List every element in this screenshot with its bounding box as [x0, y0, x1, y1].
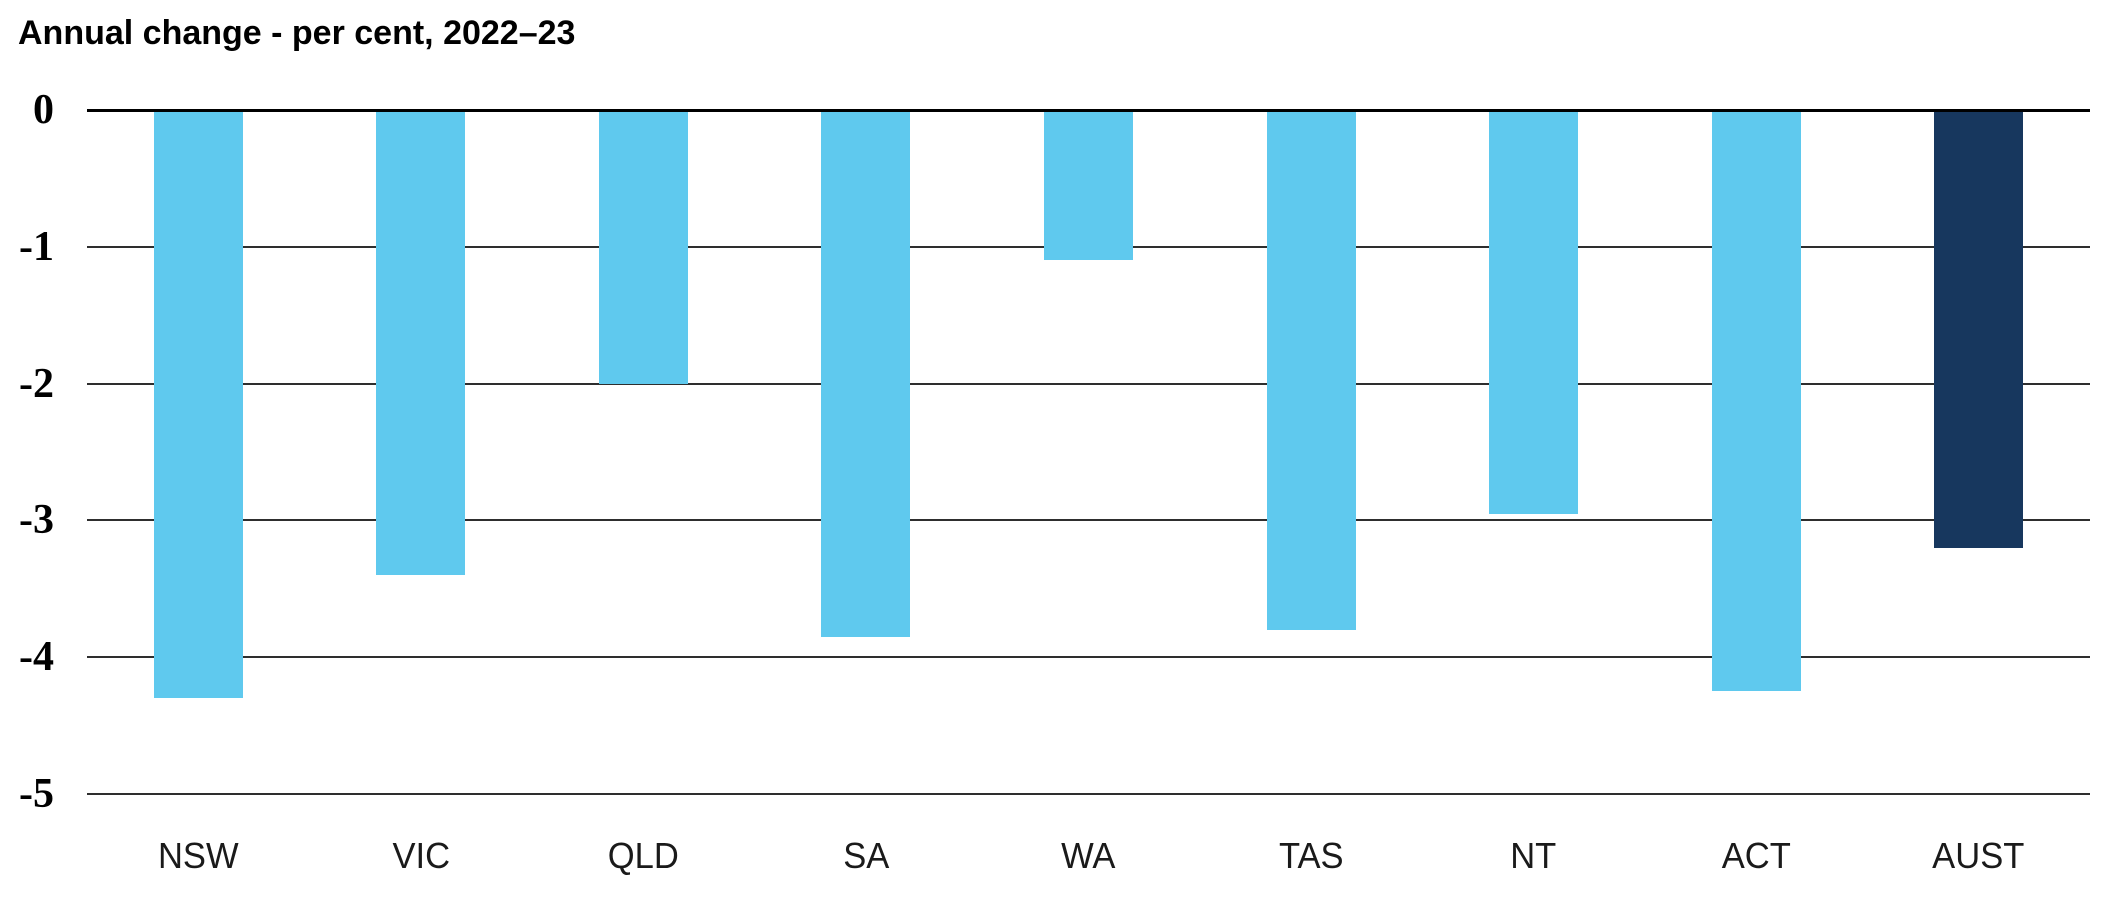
bar-wa	[1044, 110, 1133, 261]
bar-qld	[598, 110, 688, 384]
x-tick-label-act: ACT	[1721, 835, 1791, 876]
bar-tas	[1266, 110, 1356, 630]
bar-sa	[821, 110, 911, 637]
y-tick-label-0: 0	[33, 87, 54, 133]
x-tick-label-nsw: NSW	[157, 835, 239, 876]
bar-vic	[376, 110, 466, 576]
x-tick-label-tas: TAS	[1278, 835, 1344, 876]
gridline--5	[87, 793, 2090, 795]
gridline--4	[87, 656, 2090, 659]
x-tick-label-qld: QLD	[607, 835, 679, 876]
bar-aust	[1934, 110, 2024, 548]
gridline--2	[87, 382, 2090, 385]
plot-area	[87, 109, 2090, 795]
x-tick-label-vic: VIC	[392, 835, 450, 876]
x-tick-label-aust: AUST	[1932, 835, 2025, 876]
y-tick-label--5: -5	[19, 771, 54, 817]
bar-nt	[1489, 110, 1579, 514]
x-tick-label-wa: WA	[1061, 835, 1116, 876]
y-tick-label--1: -1	[19, 223, 54, 270]
x-tick-label-nt: NT	[1510, 835, 1557, 876]
gridline--3	[87, 519, 2090, 522]
bar-act	[1711, 110, 1801, 692]
bar-nsw	[153, 110, 243, 699]
y-tick-label--2: -2	[19, 360, 54, 407]
chart-title: Annual change - per cent, 2022–23	[18, 14, 576, 52]
y-tick-label--3: -3	[19, 497, 54, 544]
x-tick-label-sa: SA	[842, 835, 889, 876]
zero-axis-line	[87, 109, 2090, 112]
y-tick-label--4: -4	[19, 634, 54, 681]
